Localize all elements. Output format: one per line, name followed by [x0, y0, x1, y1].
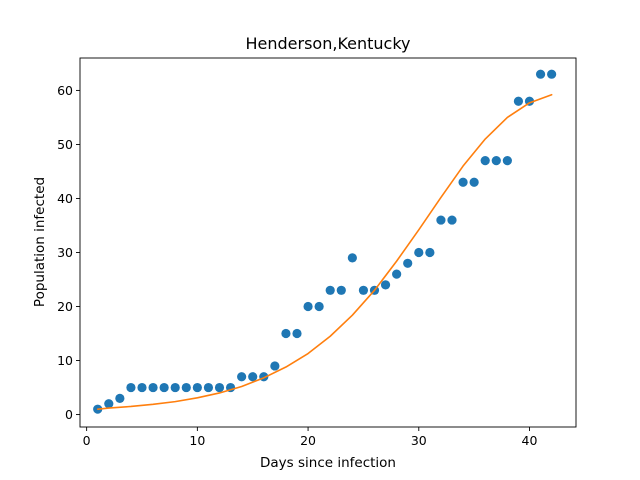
data-point — [325, 285, 335, 295]
data-point — [104, 399, 114, 409]
data-point — [535, 69, 546, 79]
y-tick-label: 40 — [57, 191, 73, 206]
data-point — [126, 382, 136, 393]
data-point — [502, 156, 512, 166]
y-tick-label: 0 — [65, 407, 73, 422]
axes: 0 10 20 30 40 0 10 20 30 40 50 60 — [57, 57, 577, 448]
data-point — [336, 285, 346, 295]
x-tick-label: 40 — [522, 433, 538, 448]
chart-title: Henderson,Kentucky — [246, 34, 411, 53]
data-point — [214, 382, 225, 393]
data-point — [192, 382, 202, 393]
data-point — [248, 372, 258, 382]
data-point — [170, 382, 180, 393]
data-point — [159, 382, 169, 393]
x-tick-label: 30 — [411, 433, 427, 448]
data-point — [203, 382, 214, 393]
data-point — [115, 393, 125, 403]
y-axis-label: Population infected — [32, 177, 48, 307]
data-point — [547, 69, 557, 79]
axes-frame — [79, 57, 577, 428]
data-point — [491, 156, 501, 166]
data-point — [513, 96, 524, 106]
data-point — [392, 269, 402, 279]
data-point — [480, 156, 490, 166]
data-point — [314, 301, 324, 312]
data-point — [237, 372, 247, 382]
data-point — [270, 361, 280, 371]
data-point — [303, 301, 313, 312]
data-point — [425, 247, 435, 258]
y-tick-label: 10 — [57, 353, 73, 368]
data-point — [181, 382, 191, 393]
y-tick-label: 30 — [57, 245, 73, 260]
data-point — [380, 280, 391, 290]
y-tick-label: 20 — [57, 299, 73, 314]
data-point — [281, 328, 291, 339]
y-tick-label: 50 — [57, 137, 73, 152]
x-tick-label: 10 — [189, 433, 205, 448]
data-point — [292, 328, 302, 339]
data-point — [358, 285, 369, 295]
plot-area — [93, 69, 557, 414]
data-point — [414, 247, 424, 258]
data-point — [137, 382, 147, 393]
fit-line — [96, 93, 553, 410]
data-point — [458, 177, 468, 187]
data-point — [347, 253, 357, 263]
data-point — [403, 258, 413, 268]
x-axis-label: Days since infection — [260, 455, 396, 471]
y-tick-label: 60 — [57, 83, 73, 98]
x-tick-label: 0 — [83, 433, 91, 448]
x-tick-label: 20 — [300, 433, 316, 448]
data-point — [447, 215, 457, 225]
data-point — [436, 215, 446, 225]
data-point — [148, 382, 158, 393]
data-point — [469, 177, 479, 187]
